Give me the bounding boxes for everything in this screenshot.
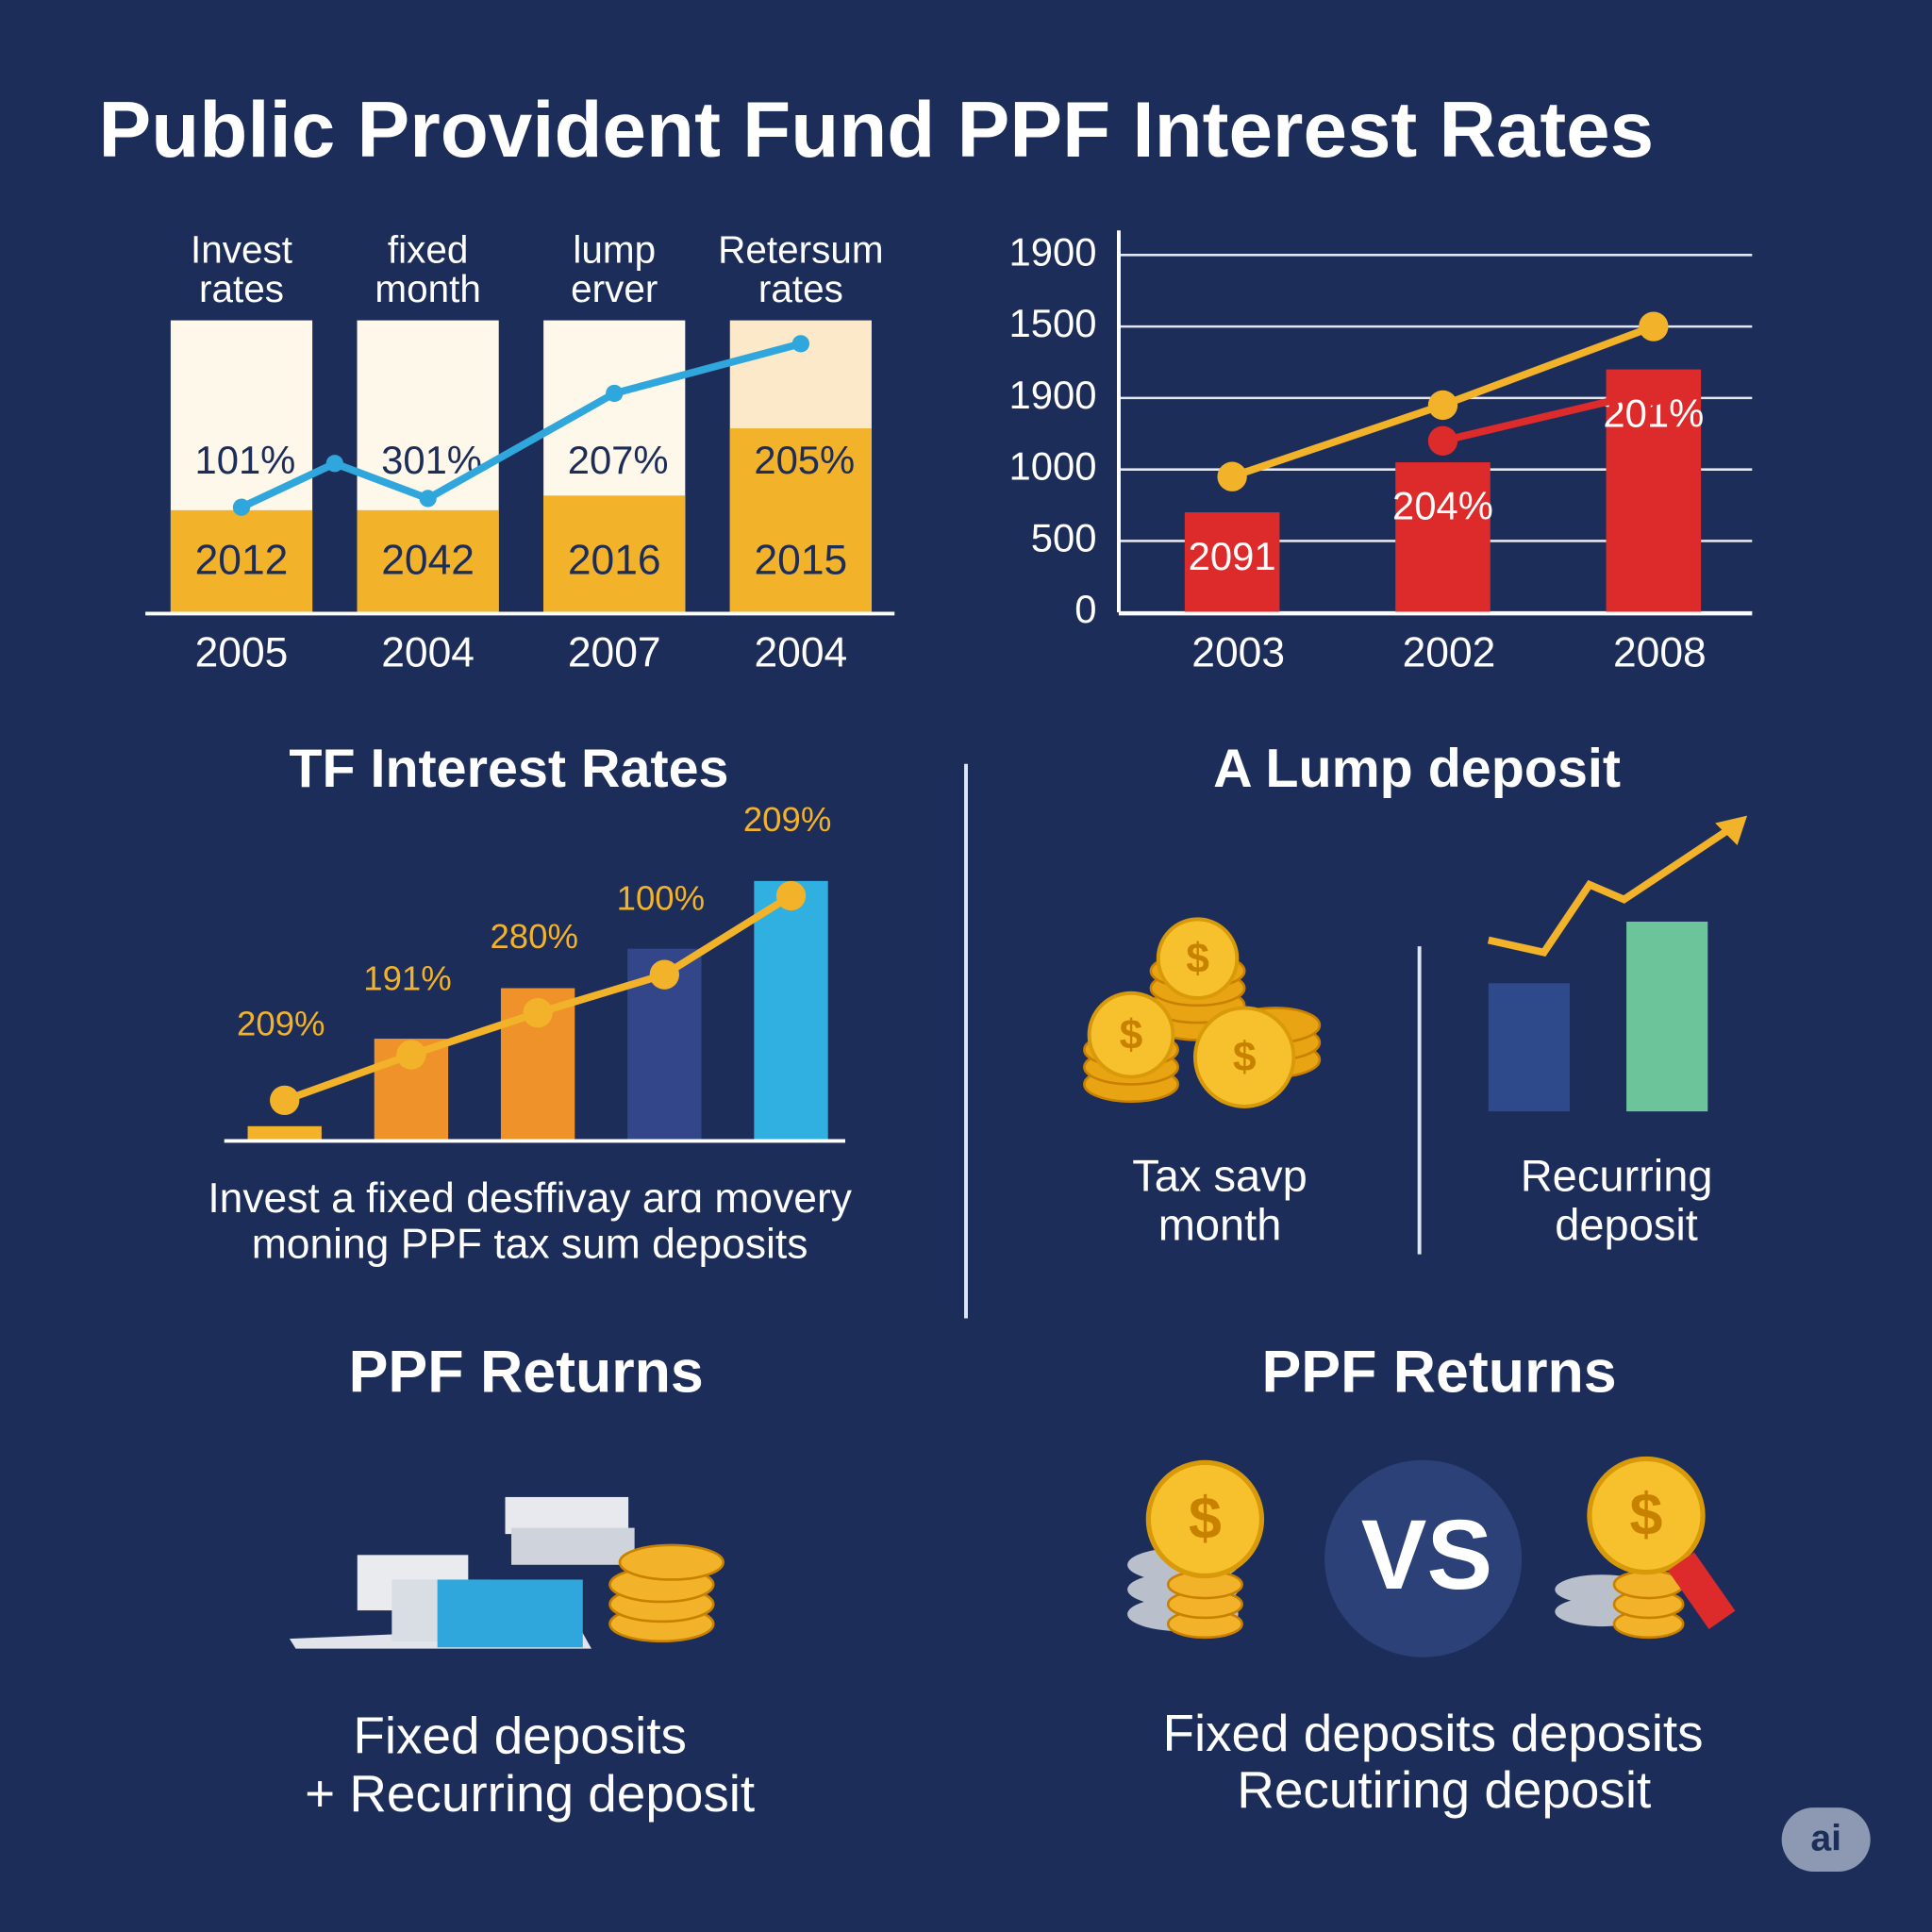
- vs-badge: [1324, 1459, 1523, 1657]
- y-tick-label: 1900: [1008, 229, 1096, 274]
- line-point: [325, 455, 343, 473]
- caption: Recutiring deposit: [1237, 1760, 1651, 1819]
- line-point: [775, 880, 807, 911]
- inner-label: 101%: [194, 438, 295, 482]
- icon-label: deposit: [1555, 1200, 1698, 1250]
- column-header: rates: [758, 267, 843, 310]
- x-tick-label: 2005: [195, 630, 289, 676]
- line-point: [232, 498, 251, 516]
- line-point: [396, 1040, 426, 1070]
- x-tick-label: 2004: [381, 630, 475, 676]
- line-point: [1427, 390, 1458, 421]
- bar: [1395, 462, 1491, 613]
- bar: [357, 509, 499, 613]
- bar: [1488, 983, 1570, 1112]
- inner-label: 207%: [568, 438, 669, 482]
- x-tick-label: 2002: [1403, 630, 1496, 676]
- x-tick-label: 2003: [1191, 630, 1285, 676]
- line-point: [270, 1085, 300, 1116]
- column-header: Retersum: [718, 227, 883, 271]
- bar: [543, 495, 686, 613]
- point-label: 191%: [363, 958, 452, 997]
- caption: + Recurring deposit: [305, 1764, 755, 1823]
- point-label: 100%: [617, 878, 706, 917]
- panel-title: A Lump deposit: [1213, 739, 1621, 799]
- bar-label: 2042: [381, 538, 475, 584]
- column-header: month: [375, 267, 480, 310]
- column-header: erver: [571, 267, 658, 310]
- line-point: [1217, 461, 1247, 491]
- line-point: [1639, 375, 1669, 406]
- point-label: 280%: [490, 917, 578, 956]
- bar-label: 2012: [195, 538, 289, 584]
- point-label: 209%: [237, 1005, 325, 1043]
- svg-text:$: $: [1189, 1486, 1222, 1552]
- y-tick-label: 500: [1031, 515, 1097, 559]
- caption: Fixed deposits deposits: [1162, 1704, 1703, 1762]
- bar-label: 2091: [1189, 534, 1276, 578]
- icon-label: Recurring: [1521, 1150, 1713, 1200]
- line-point: [1639, 311, 1669, 341]
- icon-label: Tax savp: [1132, 1150, 1307, 1200]
- point-label: 209%: [743, 800, 832, 839]
- svg-text:$: $: [1233, 1034, 1257, 1080]
- y-tick-label: 0: [1074, 587, 1096, 631]
- bar: [1184, 512, 1280, 613]
- column-header: rates: [199, 267, 284, 310]
- line-point: [419, 490, 437, 508]
- coin-stack-icon: $ $ $: [1083, 917, 1322, 1108]
- line-point: [523, 997, 553, 1028]
- line-point: [606, 384, 624, 403]
- ai-badge: [1781, 1807, 1871, 1872]
- bar: [729, 428, 872, 613]
- line-point: [1427, 425, 1458, 457]
- line-point: [649, 959, 679, 990]
- column-header: lump: [573, 227, 656, 271]
- x-tick-label: 2004: [754, 630, 847, 676]
- y-tick-label: 1500: [1008, 301, 1096, 345]
- bar: [1626, 921, 1708, 1112]
- bar-label: 2016: [568, 538, 661, 584]
- svg-text:$: $: [1630, 1482, 1663, 1548]
- chart-title: TF Interest Rates: [289, 739, 728, 799]
- y-tick-label: 1900: [1008, 373, 1096, 417]
- arrow-head: [1715, 815, 1748, 845]
- inner-label: 205%: [754, 438, 855, 482]
- caption: Invest a fixed desffivay arɑ movery: [208, 1175, 852, 1222]
- svg-text:$: $: [1120, 1011, 1143, 1058]
- trend-arrow: [1487, 822, 1738, 958]
- deposit-icon: [289, 1496, 724, 1649]
- svg-text:$: $: [1186, 936, 1209, 982]
- column-header: Invest: [191, 227, 292, 271]
- bar: [754, 880, 828, 1141]
- icon-label: month: [1158, 1200, 1282, 1250]
- ai-badge-label: ai: [1810, 1819, 1841, 1859]
- main-title: Public Provident Fund PPF Interest Rates: [98, 85, 1654, 174]
- y-tick-label: 1000: [1008, 444, 1096, 489]
- bar: [247, 1125, 322, 1141]
- x-tick-label: 2007: [568, 630, 661, 676]
- column-header: fixed: [388, 227, 468, 271]
- panel-title: PPF Returns: [1261, 1340, 1616, 1406]
- line: [1441, 387, 1655, 445]
- bar: [1606, 369, 1702, 613]
- bar: [170, 509, 313, 613]
- caption: Fixed deposits: [353, 1707, 687, 1765]
- bar-label: 204%: [1392, 484, 1493, 528]
- coin-icon: $ $: [1127, 1456, 1736, 1640]
- panel-title: PPF Returns: [349, 1340, 704, 1406]
- caption: moning PPF tax sum deposits: [252, 1222, 808, 1268]
- line-point: [791, 335, 809, 353]
- vs-label: VS: [1361, 1500, 1492, 1610]
- x-tick-label: 2008: [1613, 630, 1707, 676]
- bar-label: 2015: [754, 538, 847, 584]
